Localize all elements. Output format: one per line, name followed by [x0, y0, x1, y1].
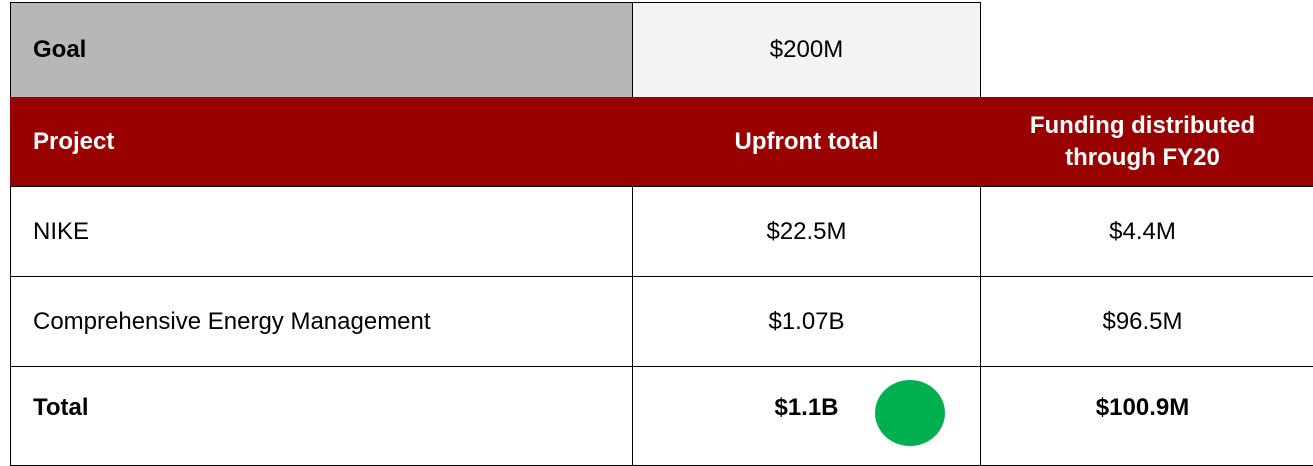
header-cell: Project — [10, 97, 633, 187]
table-cell: $96.5M — [980, 276, 1313, 367]
table-cell: $4.4M — [980, 186, 1313, 277]
table-cell: $22.5M — [632, 186, 981, 277]
goal-value: $200M — [632, 2, 981, 98]
goal-label: Goal — [10, 2, 633, 98]
header-cell: Funding distributed through FY20 — [980, 97, 1313, 187]
table-cell: $1.07B — [632, 276, 981, 367]
table-cell: NIKE — [10, 186, 633, 277]
table-cell: $100.9M — [980, 366, 1313, 466]
header-cell: Upfront total — [632, 97, 981, 187]
table-cell: Total — [10, 366, 633, 466]
table-cell: Comprehensive Energy Management — [10, 276, 633, 367]
page: Goal $200M Project Upfront total Funding… — [10, 2, 1313, 466]
status-indicator — [875, 380, 945, 446]
